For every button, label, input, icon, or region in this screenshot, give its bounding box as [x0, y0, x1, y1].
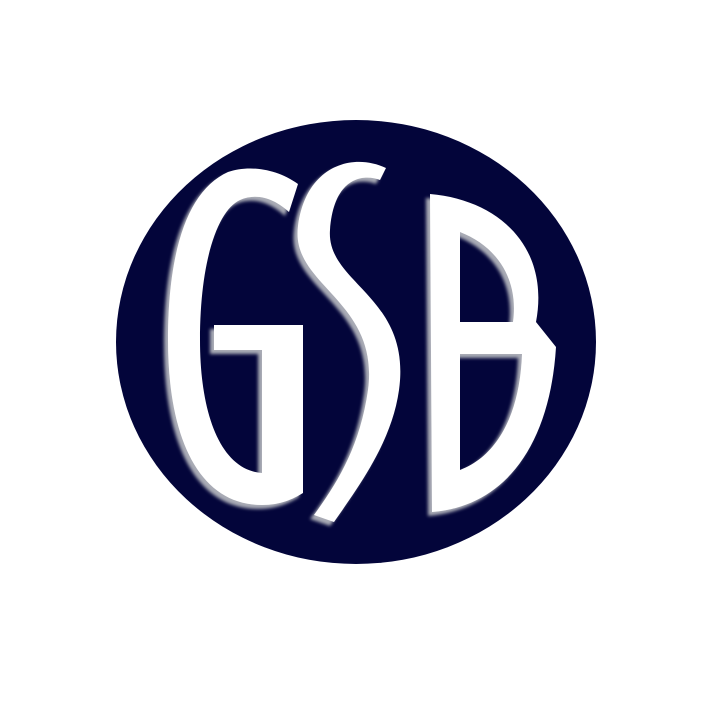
logo-letter-g	[168, 168, 303, 505]
logo-letter-b	[430, 194, 556, 512]
logo-letter-s	[297, 161, 401, 522]
